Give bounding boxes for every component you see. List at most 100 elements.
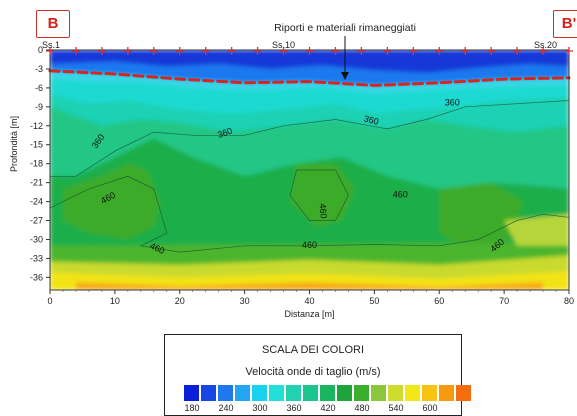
sensor-mark-2	[97, 47, 106, 55]
x-tick-label-2: 20	[175, 296, 185, 306]
legend-swatch-8	[320, 385, 335, 401]
x-axis-label: Distanza [m]	[284, 309, 334, 319]
contour-label-6: 460	[393, 190, 408, 200]
y-tick-label-11: -33	[30, 253, 43, 263]
legend-tick-label-1: 240	[218, 403, 234, 413]
legend-swatch-4	[252, 385, 267, 401]
x-tick-label-6: 60	[434, 296, 444, 306]
legend-color-ramp	[184, 385, 473, 401]
sensor-mark-11	[331, 47, 340, 55]
sensor-mark-17	[487, 47, 496, 55]
x-tick-label-3: 30	[240, 296, 250, 306]
x-tick-label-4: 40	[304, 296, 314, 306]
y-tick-label-1: -3	[35, 64, 43, 74]
sensor-mark-7	[227, 47, 236, 55]
legend-swatch-9	[337, 385, 352, 401]
legend-title: SCALA DEI COLORI	[261, 344, 365, 356]
y-tick-label-12: -36	[30, 272, 43, 282]
fill-boundary-line	[48, 69, 571, 87]
section-start-label: B	[36, 10, 70, 38]
contour-line-460-center	[289, 169, 349, 221]
station-label-2: Ss.20	[534, 40, 557, 50]
sensor-mark-14	[409, 47, 418, 55]
sensor-mark-10	[305, 47, 314, 55]
legend-swatch-12	[388, 385, 403, 401]
sensor-mark-6	[201, 47, 210, 55]
sensor-mark-9	[279, 47, 288, 55]
x-tick-label-7: 70	[499, 296, 509, 306]
contour-line-360	[50, 100, 570, 177]
velocity-zone-460-center	[290, 163, 355, 227]
legend-swatch-10	[354, 385, 369, 401]
y-tick-label-3: -9	[35, 102, 43, 112]
sensor-mark-13	[383, 47, 392, 55]
station-label-0: Ss.1	[42, 40, 60, 50]
x-tick-label-1: 10	[110, 296, 120, 306]
velocity-zone-460-east	[439, 182, 524, 253]
y-tick-label-9: -27	[30, 216, 43, 226]
legend-tick-label-5: 480	[354, 403, 370, 413]
x-tick-label-8: 80	[564, 296, 574, 306]
legend-swatch-7	[303, 385, 318, 401]
legend-swatch-16	[456, 385, 471, 401]
legend-swatch-11	[371, 385, 386, 401]
velocity-field-layers	[50, 50, 569, 290]
sensor-mark-12	[357, 47, 366, 55]
legend-swatch-13	[405, 385, 420, 401]
y-tick-label-4: -12	[30, 121, 43, 131]
velocity-field	[50, 50, 569, 290]
y-tick-label-5: -15	[30, 140, 43, 150]
legend-swatch-0	[184, 385, 199, 401]
velocity-zone-460-west	[63, 163, 161, 240]
x-tick-label-0: 0	[47, 296, 52, 306]
sensor-mark-20	[565, 47, 573, 55]
y-tick-label-7: -21	[30, 178, 43, 188]
sensor-mark-19	[539, 47, 548, 55]
sensor-mark-1	[71, 47, 80, 55]
section-end-label: B'	[553, 10, 577, 38]
x-tick-label-5: 50	[369, 296, 379, 306]
contour-label-3: 360	[445, 97, 460, 107]
legend-tick-label-0: 180	[184, 403, 200, 413]
legend-swatch-15	[439, 385, 454, 401]
velocity-zone-520-east	[504, 214, 569, 246]
legend-subtitle: Velocità onde di taglio (m/s)	[245, 366, 381, 378]
sensor-mark-5	[175, 47, 184, 55]
sensor-mark-18	[513, 47, 522, 55]
legend-tick-label-3: 360	[286, 403, 302, 413]
y-tick-label-2: -6	[35, 83, 43, 93]
legend-swatch-3	[235, 385, 250, 401]
sensor-mark-16	[461, 47, 470, 55]
y-tick-label-0: 0	[38, 45, 43, 55]
legend-swatch-6	[286, 385, 301, 401]
legend-tick-label-7: 600	[422, 403, 438, 413]
contour-label-1: 360	[216, 126, 234, 141]
fill-annotation-arrow-head	[341, 72, 349, 80]
legend-tick-label-6: 540	[388, 403, 404, 413]
station-label-1: Ss.10	[272, 40, 295, 50]
color-scale-legend: SCALA DEI COLORI Velocità onde di taglio…	[164, 334, 471, 416]
sensor-mark-3	[123, 47, 132, 55]
velocity-zone-570	[50, 271, 569, 290]
contour-label-8: 460	[302, 240, 317, 250]
legend-swatch-2	[218, 385, 233, 401]
sensor-mark-8	[253, 47, 262, 55]
contour-line-460	[49, 175, 570, 253]
y-tick-label-6: -18	[30, 159, 43, 169]
contour-label-2: 360	[363, 113, 380, 127]
sensor-mark-4	[149, 47, 158, 55]
fill-annotation-label: Riporti e materiali rimaneggiati	[274, 22, 416, 34]
y-tick-label-8: -24	[30, 197, 43, 207]
sensor-mark-0	[46, 47, 54, 55]
y-tick-label-10: -30	[30, 234, 43, 244]
legend-tick-label-4: 420	[320, 403, 336, 413]
legend-tick-label-2: 300	[252, 403, 268, 413]
legend-tick-labels: 180 240 300 360 420 480 540 600	[165, 403, 461, 415]
velocity-zone-600	[76, 282, 543, 290]
contour-label-5: 460	[317, 203, 328, 219]
y-axis-label: Profondità [m]	[9, 116, 19, 172]
legend-swatch-5	[269, 385, 284, 401]
sensor-mark-15	[435, 47, 444, 55]
legend-swatch-14	[422, 385, 437, 401]
